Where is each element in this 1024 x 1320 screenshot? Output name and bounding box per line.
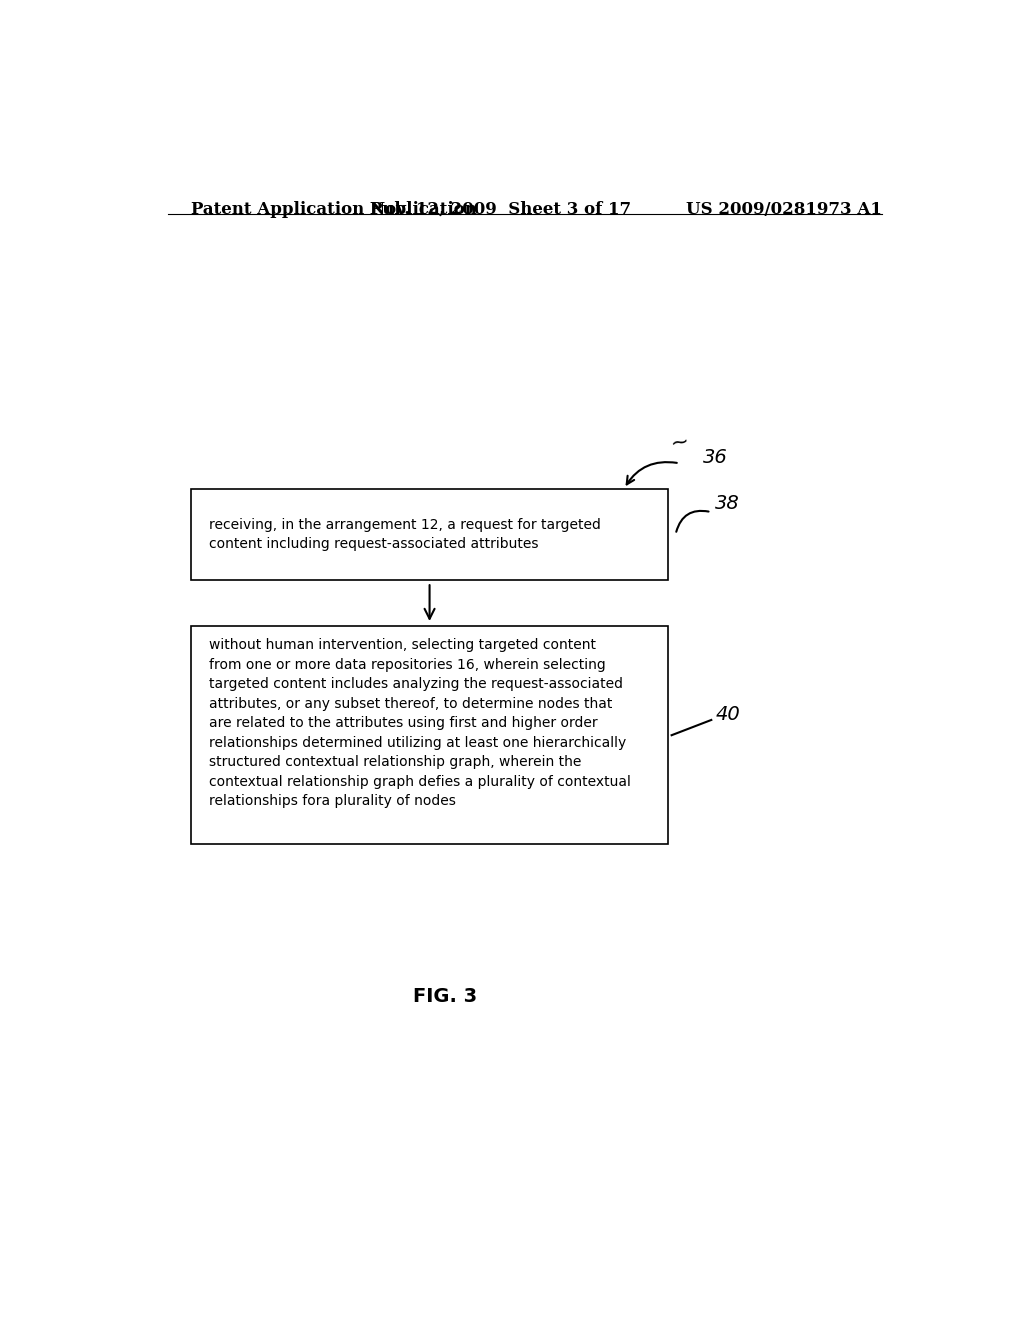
Text: Patent Application Publication: Patent Application Publication [191, 201, 477, 218]
Text: 40: 40 [715, 705, 740, 725]
Text: 36: 36 [703, 447, 728, 467]
Text: receiving, in the arrangement 12, a request for targeted
content including reque: receiving, in the arrangement 12, a requ… [209, 517, 601, 552]
FancyBboxPatch shape [191, 626, 668, 845]
FancyBboxPatch shape [191, 488, 668, 581]
Text: 38: 38 [715, 495, 740, 513]
Text: Nov. 12, 2009  Sheet 3 of 17: Nov. 12, 2009 Sheet 3 of 17 [371, 201, 632, 218]
Text: without human intervention, selecting targeted content
from one or more data rep: without human intervention, selecting ta… [209, 638, 631, 808]
Text: ~: ~ [669, 430, 690, 453]
Text: US 2009/0281973 A1: US 2009/0281973 A1 [686, 201, 882, 218]
Text: FIG. 3: FIG. 3 [414, 987, 477, 1006]
